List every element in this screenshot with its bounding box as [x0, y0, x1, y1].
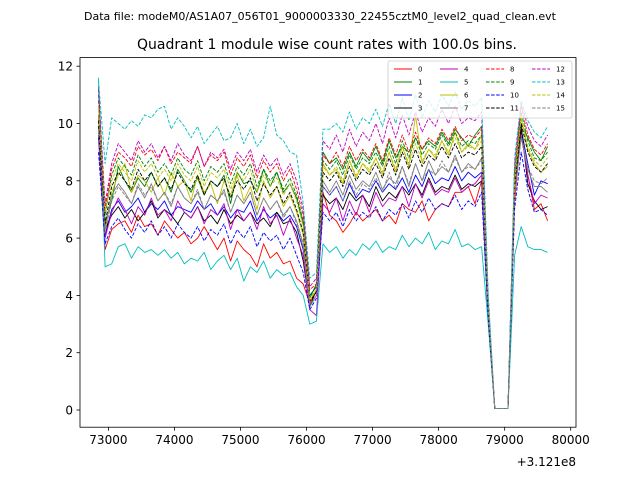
legend-label-10: 10	[510, 92, 519, 100]
series-line-14	[98, 106, 548, 410]
x-tick-label: 76000	[287, 433, 325, 447]
series-line-1	[98, 86, 549, 410]
x-tick-label: 77000	[353, 433, 391, 447]
legend-label-5: 5	[464, 79, 468, 87]
y-tick-label: 8	[65, 174, 73, 188]
legend-label-14: 14	[556, 92, 565, 100]
series-line-6	[98, 106, 548, 410]
legend-label-1: 1	[418, 79, 422, 87]
x-tick-label: 78000	[420, 433, 458, 447]
x-tick-label: 79000	[486, 433, 524, 447]
y-axis: 0 2 4 6 8 10 12	[58, 60, 80, 418]
legend-label-13: 13	[556, 79, 565, 87]
x-tick-label: 75000	[221, 433, 259, 447]
series-layer	[98, 77, 549, 410]
legend-label-2: 2	[418, 92, 422, 100]
series-line-8	[98, 100, 548, 410]
legend-label-3: 3	[418, 105, 422, 113]
legend-label-6: 6	[464, 92, 469, 100]
y-tick-label: 2	[65, 346, 73, 360]
y-tick-label: 0	[65, 404, 73, 418]
series-line-10	[98, 151, 548, 410]
series-line-9	[98, 94, 548, 410]
series-line-5	[98, 77, 548, 410]
x-tick-label: 74000	[155, 433, 193, 447]
legend-label-11: 11	[510, 105, 519, 113]
legend-label-0: 0	[418, 66, 422, 74]
legend-label-15: 15	[556, 105, 565, 113]
chart-title: Quadrant 1 module wise count rates with …	[137, 37, 517, 53]
series-line-12	[98, 89, 548, 410]
y-tick-label: 6	[65, 232, 73, 246]
y-tick-label: 12	[58, 60, 73, 74]
x-axis: 73000 74000 75000 76000 77000 78000 79000 80000	[89, 427, 590, 447]
series-line-4	[98, 114, 548, 410]
series-line-3	[98, 125, 548, 410]
chart-suptitle: Data file: modeM0/AS1A07_056T01_90000033…	[84, 10, 557, 23]
legend-label-7: 7	[464, 105, 468, 113]
y-tick-label: 4	[65, 289, 73, 303]
legend-label-12: 12	[556, 66, 565, 74]
legend-label-9: 9	[510, 79, 514, 87]
series-line-15	[98, 129, 548, 410]
x-tick-label: 73000	[89, 433, 127, 447]
x-tick-label: 80000	[552, 433, 590, 447]
plot-area-frame	[79, 57, 577, 428]
x-offset-label: +3.121e8	[517, 455, 576, 469]
legend-label-4: 4	[464, 66, 469, 74]
series-line-7	[98, 114, 548, 410]
y-tick-label: 10	[58, 117, 73, 131]
legend-box	[387, 60, 573, 119]
legend-label-8: 8	[510, 66, 514, 74]
